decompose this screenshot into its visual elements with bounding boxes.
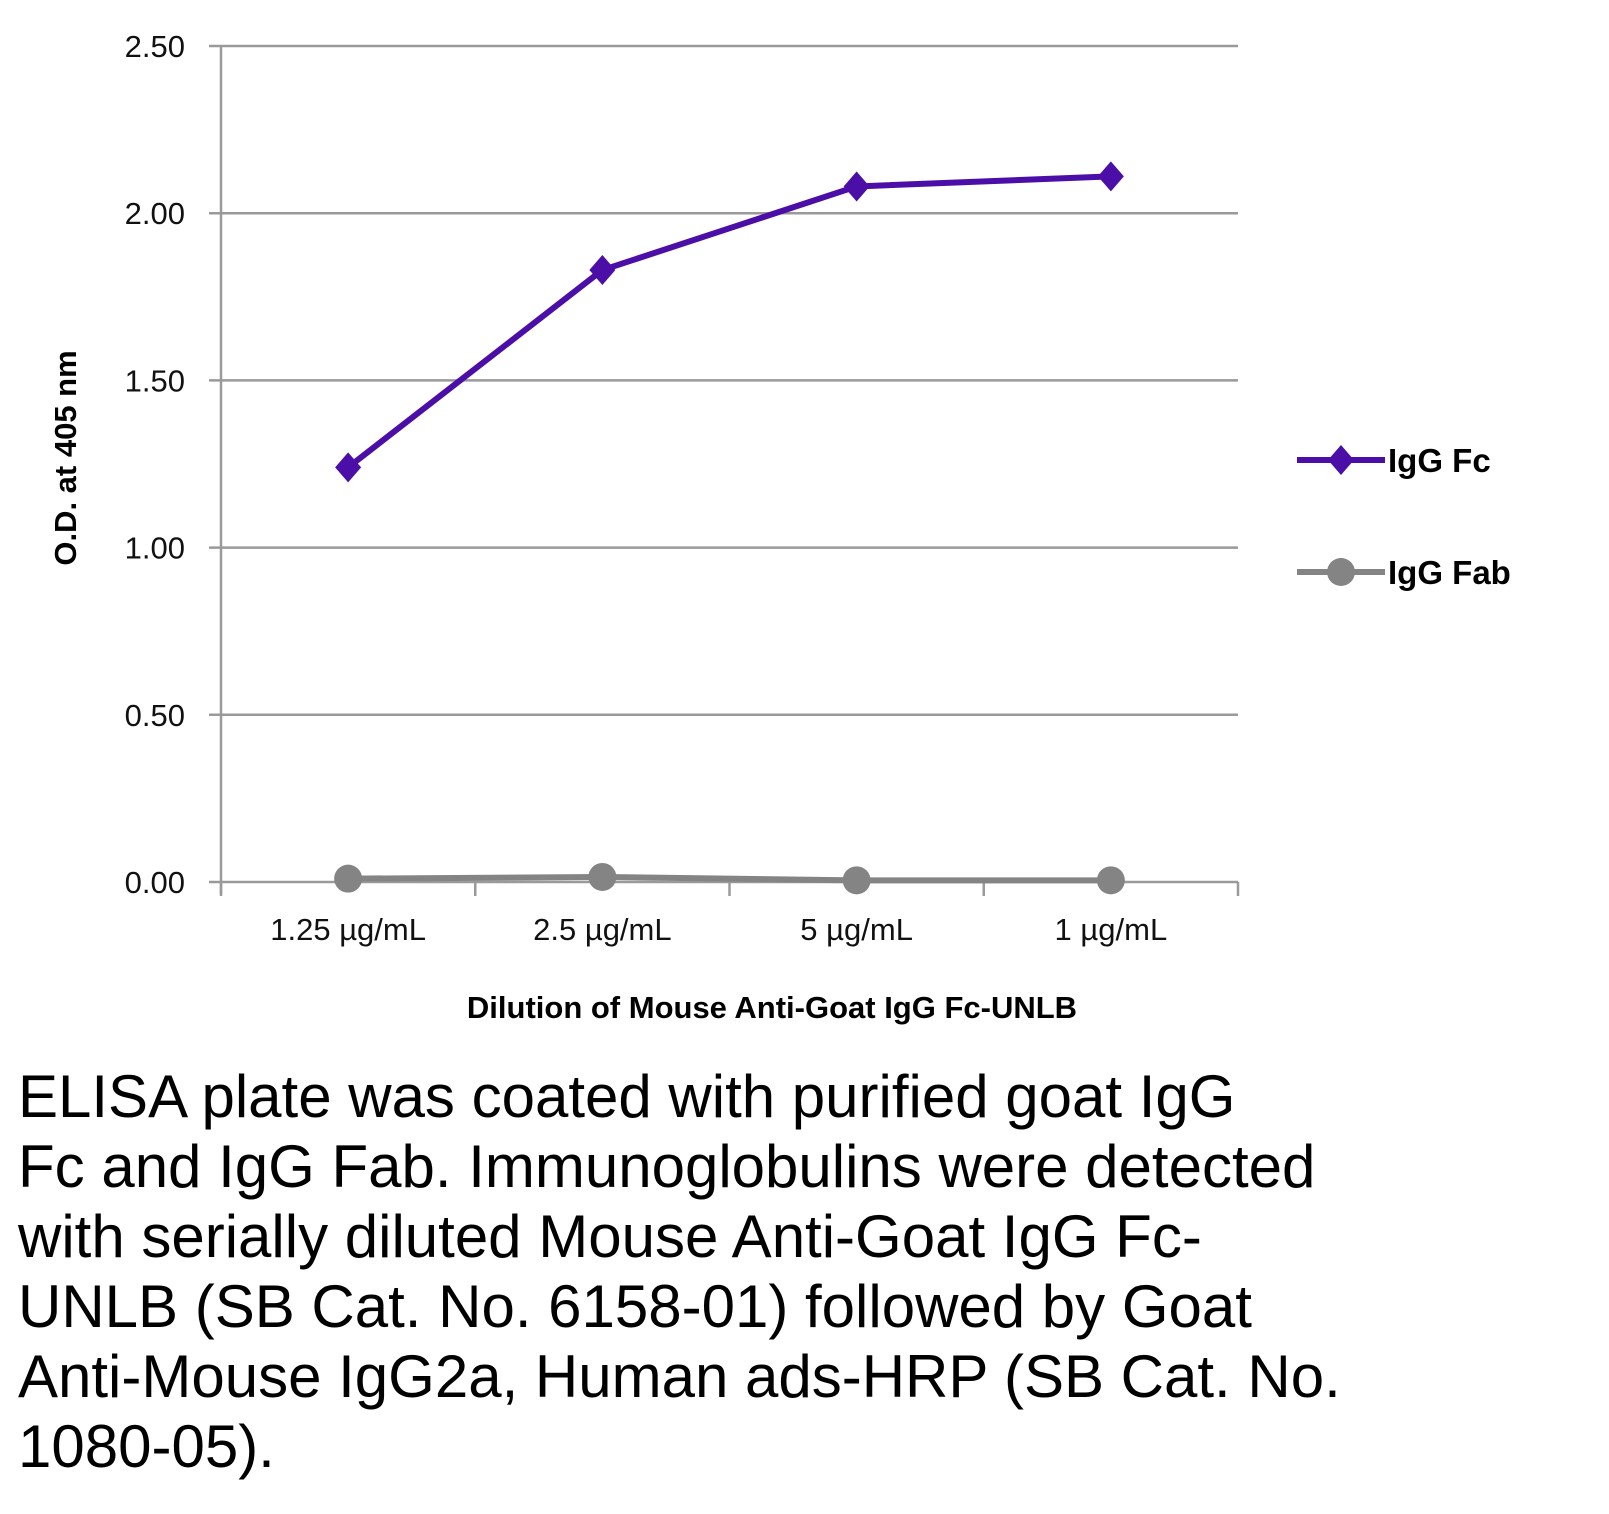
y-axis-title: O.D. at 405 nm <box>48 350 83 565</box>
igg-fab-legend-marker <box>1327 558 1355 586</box>
y-tick-label: 1.50 <box>125 363 185 398</box>
x-tick-label: 1.25 µg/mL <box>270 912 426 947</box>
y-tick-label: 2.00 <box>125 196 185 231</box>
y-tick-label: 1.00 <box>125 531 185 566</box>
y-tick-label: 2.50 <box>125 29 185 64</box>
legend-label-igg-fc: IgG Fc <box>1388 442 1491 479</box>
line-chart: 0.00 0.50 1.00 1.50 2.00 2.50 1.25 µg/mL 2.5 µg… <box>48 29 1511 1025</box>
y-tick-label: 0.50 <box>125 698 185 733</box>
igg-fc-data-point <box>843 171 870 202</box>
y-tick-label: 0.00 <box>125 865 185 900</box>
igg-fab-series-line <box>348 873 1111 884</box>
igg-fc-series-line <box>346 173 1111 470</box>
igg-fab-data-point <box>1096 866 1125 895</box>
igg-fab-data-point <box>334 864 363 893</box>
igg-fab-data-point <box>588 862 617 891</box>
igg-fc-data-point <box>589 255 616 286</box>
figure-caption: ELISA plate was coated with purified goa… <box>18 1063 1341 1480</box>
igg-fc-data-point <box>1097 161 1124 192</box>
legend-label-igg-fab: IgG Fab <box>1388 554 1511 591</box>
igg-fc-legend-marker <box>1328 445 1354 475</box>
igg-fc-data-point <box>335 452 362 483</box>
x-tick-label: 2.5 µg/mL <box>533 912 672 947</box>
x-tick-label: 5 µg/mL <box>800 912 913 947</box>
x-axis-title: Dilution of Mouse Anti-Goat IgG Fc-UNLB <box>467 990 1077 1025</box>
x-tick-label: 1 µg/mL <box>1055 912 1168 947</box>
igg-fab-data-point <box>842 866 871 895</box>
